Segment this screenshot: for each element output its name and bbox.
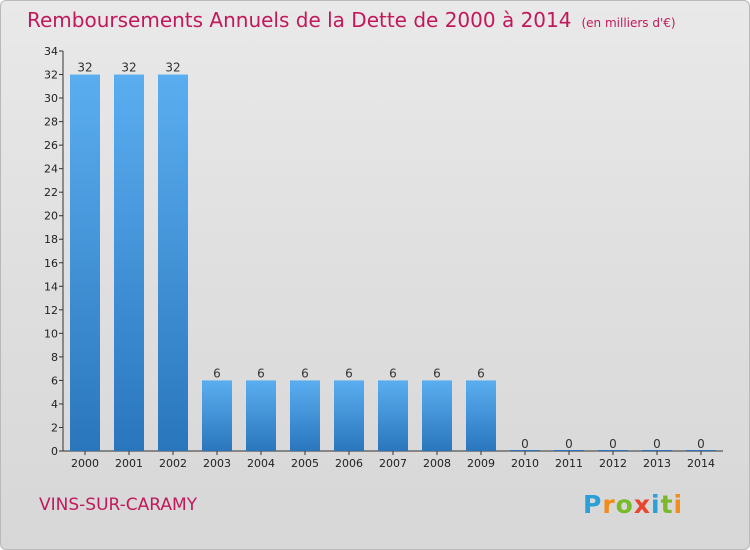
y-tick-label: 10 bbox=[44, 327, 58, 340]
data-label: 32 bbox=[165, 61, 180, 75]
y-tick-label: 6 bbox=[51, 374, 58, 387]
x-tick-label: 2010 bbox=[511, 457, 539, 470]
chart-title-text: Remboursements Annuels de la Dette de 20… bbox=[27, 8, 572, 32]
x-tick-label: 2011 bbox=[555, 457, 583, 470]
y-tick-label: 22 bbox=[44, 186, 58, 199]
logo-letter: i bbox=[673, 490, 684, 519]
data-label: 32 bbox=[77, 61, 92, 75]
y-tick-label: 18 bbox=[44, 233, 58, 246]
bar bbox=[554, 450, 584, 451]
chart-title: Remboursements Annuels de la Dette de 20… bbox=[27, 8, 676, 32]
bar bbox=[422, 380, 452, 451]
data-label: 6 bbox=[257, 366, 265, 380]
bar bbox=[686, 450, 716, 451]
bar bbox=[510, 450, 540, 451]
data-label: 6 bbox=[477, 366, 485, 380]
logo-letter: r bbox=[602, 490, 616, 519]
y-tick-label: 30 bbox=[44, 92, 58, 105]
data-label: 6 bbox=[433, 366, 441, 380]
data-label: 0 bbox=[653, 437, 661, 451]
x-tick-label: 2009 bbox=[467, 457, 495, 470]
bar bbox=[246, 380, 276, 451]
x-tick-label: 2000 bbox=[71, 457, 99, 470]
y-tick-label: 28 bbox=[44, 116, 58, 129]
bar bbox=[70, 74, 100, 451]
bar bbox=[158, 74, 188, 451]
x-tick-label: 2014 bbox=[687, 457, 715, 470]
x-tick-label: 2012 bbox=[599, 457, 627, 470]
data-label: 6 bbox=[389, 366, 397, 380]
x-axis: 2000 2001 2002 2003 2004 2005 2006 2007 2008 2009… bbox=[63, 450, 723, 470]
y-tick-label: 4 bbox=[51, 398, 58, 411]
proxiti-logo: Proxiti bbox=[583, 490, 683, 519]
logo-letter: o bbox=[615, 490, 634, 519]
y-tick-label: 26 bbox=[44, 139, 58, 152]
x-tick-label: 2005 bbox=[291, 457, 319, 470]
x-tick-label: 2008 bbox=[423, 457, 451, 470]
bar bbox=[290, 380, 320, 451]
logo-letter: i bbox=[651, 490, 661, 519]
y-tick-label: 8 bbox=[51, 351, 58, 364]
y-tick-label: 14 bbox=[44, 280, 58, 293]
logo-letter: t bbox=[660, 490, 674, 519]
data-label: 0 bbox=[521, 437, 529, 451]
bar bbox=[334, 380, 364, 451]
logo-letter: x bbox=[633, 490, 651, 519]
y-tick-label: 12 bbox=[44, 304, 58, 317]
bar bbox=[202, 380, 232, 451]
x-tick-label: 2004 bbox=[247, 457, 275, 470]
y-tick-label: 2 bbox=[51, 421, 58, 434]
data-label: 6 bbox=[301, 366, 309, 380]
data-label: 0 bbox=[609, 437, 617, 451]
data-label: 0 bbox=[697, 437, 705, 451]
x-tick-label: 2002 bbox=[159, 457, 187, 470]
x-tick-label: 2007 bbox=[379, 457, 407, 470]
bars: 32 32 32 6 6 6 6 6 6 6 0 0 0 0 0 bbox=[70, 61, 716, 451]
x-tick-label: 2001 bbox=[115, 457, 143, 470]
y-tick-label: 20 bbox=[44, 210, 58, 223]
logo-letter: P bbox=[583, 490, 603, 519]
x-tick-label: 2003 bbox=[203, 457, 231, 470]
bar bbox=[378, 380, 408, 451]
commune-name: VINS-SUR-CARAMY bbox=[39, 495, 198, 515]
bar bbox=[598, 450, 628, 451]
x-tick-label: 2013 bbox=[643, 457, 671, 470]
y-tick-label: 16 bbox=[44, 257, 58, 270]
data-label: 32 bbox=[121, 61, 136, 75]
data-label: 6 bbox=[213, 366, 221, 380]
bar bbox=[114, 74, 144, 451]
x-tick-label: 2006 bbox=[335, 457, 363, 470]
chart-subtitle: (en milliers d'€) bbox=[581, 16, 676, 30]
data-label: 6 bbox=[345, 366, 353, 380]
bar bbox=[466, 380, 496, 451]
y-tick-label: 0 bbox=[51, 445, 58, 458]
bar bbox=[642, 450, 672, 451]
y-tick-label: 32 bbox=[44, 69, 58, 82]
data-label: 0 bbox=[565, 437, 573, 451]
y-tick-label: 34 bbox=[44, 45, 58, 58]
y-tick-label: 24 bbox=[44, 163, 58, 176]
